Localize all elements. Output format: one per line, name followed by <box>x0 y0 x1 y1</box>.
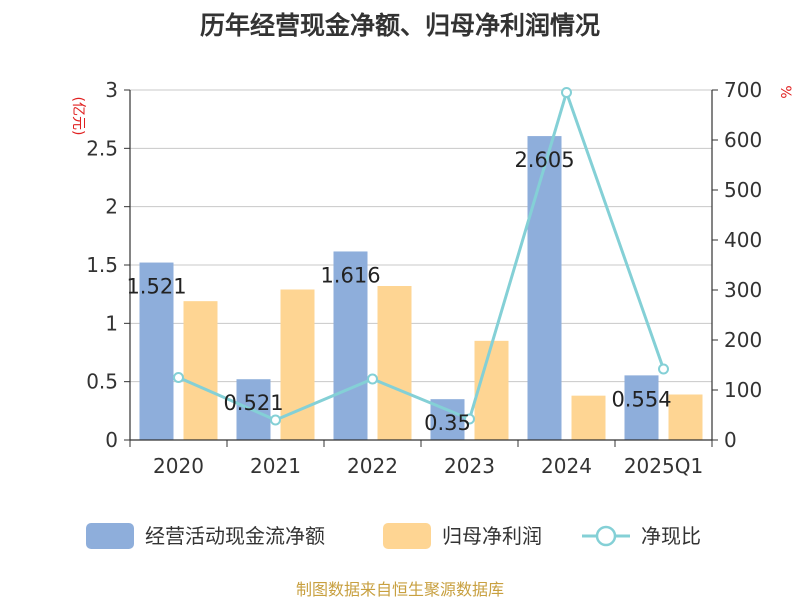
cash-flow-bar <box>624 375 659 440</box>
y-right-tick-label: 500 <box>724 178 762 202</box>
cash-flow-bar <box>527 136 562 441</box>
y-right-tick-label: 700 <box>724 78 762 102</box>
y-left-tick-label: 0.5 <box>86 370 118 394</box>
y-left-tick-label: 3 <box>105 78 118 102</box>
ratio-point <box>173 372 184 383</box>
ratio-line-path <box>177 87 665 422</box>
y-right-tick-label: 400 <box>724 228 762 252</box>
cash-flow-value-label: 1.616 <box>320 263 380 287</box>
cash-flow-bar <box>139 262 174 440</box>
cash-flow-value-label: 1.521 <box>126 275 186 299</box>
y-right-tick-label: 200 <box>724 328 762 352</box>
y-left-tick-label: 2 <box>105 195 118 219</box>
legend-swatch-net-profit <box>383 523 431 549</box>
legend-swatch-cash-flow <box>86 523 134 549</box>
ratio-point <box>658 363 669 375</box>
x-tick-label: 2025Q1 <box>624 454 703 478</box>
axes: 0 0.5 1 1.5 2 2.5 3 0 100 200 300 400 500 600 700 (亿元)%… <box>70 78 793 478</box>
cash-flow-value-label: 0.554 <box>611 387 671 411</box>
x-tick-label: 2022 <box>347 454 398 478</box>
net-profit-bar <box>474 340 509 440</box>
legend-label-cash-flow: 经营活动现金流净额 <box>145 524 325 548</box>
x-tick-label: 2023 <box>444 454 495 478</box>
ratio-point <box>561 87 572 98</box>
net-profit-bar <box>377 286 412 440</box>
y-left-tick-label: 2.5 <box>86 136 118 160</box>
net-profit-bar <box>280 289 315 440</box>
chart-title: 历年经营现金净额、归母净利润情况 <box>200 11 600 40</box>
legend-label-ratio: 净现比 <box>641 524 701 548</box>
ratio-line <box>173 87 669 426</box>
ratio-point <box>367 373 378 385</box>
y-right-tick-label: 300 <box>724 278 762 302</box>
y-right-unit: % <box>777 85 793 98</box>
legend-label-net-profit: 归母净利润 <box>442 524 542 548</box>
source-note: 制图数据来自恒生聚源数据库 <box>296 580 504 599</box>
cash-flow-value-label: 2.605 <box>514 148 574 172</box>
y-right-tick-label: 0 <box>724 428 737 452</box>
gridlines <box>130 89 712 383</box>
bars <box>139 136 703 441</box>
legend: 经营活动现金流净额 归母净利润 净现比 <box>86 523 701 549</box>
legend-swatch-ratio-marker <box>595 525 617 547</box>
net-profit-bar <box>183 301 218 440</box>
y-right-tick-label: 100 <box>724 378 762 402</box>
y-left-tick-label: 0 <box>105 428 118 452</box>
y-left-unit: (亿元) <box>70 97 86 136</box>
x-tick-label: 2021 <box>250 454 301 478</box>
data-labels: 1.521 0.521 1.616 0.35 2.605 0.554 <box>126 148 671 435</box>
net-profit-bar <box>571 395 606 440</box>
cash-flow-value-label: 0.521 <box>223 391 283 415</box>
ratio-point <box>464 413 475 425</box>
x-tick-label: 2024 <box>541 454 592 478</box>
cash-flow-bar <box>333 251 368 440</box>
cash-flow-value-label: 0.35 <box>424 411 471 435</box>
x-tick-label: 2020 <box>153 454 204 478</box>
y-left-tick-label: 1 <box>105 311 118 335</box>
ratio-point <box>270 414 281 426</box>
net-profit-bar <box>668 394 703 440</box>
y-right-tick-label: 600 <box>724 128 762 152</box>
y-left-tick-label: 1.5 <box>86 253 118 277</box>
